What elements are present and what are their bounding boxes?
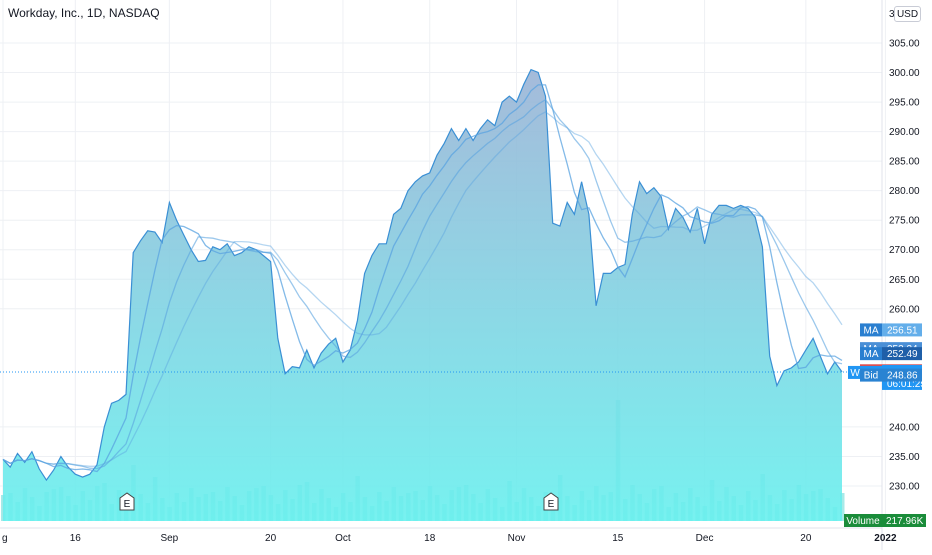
earnings-marker: E: [543, 492, 559, 511]
time-tick-label: 15: [612, 533, 624, 544]
time-tick-label: 18: [424, 533, 436, 544]
price-axis[interactable]: 305.00 300.00 295.00 290.00 285.00 280.00 275.…: [881, 0, 920, 550]
price-area-fill: [3, 69, 842, 521]
bid-tag-value-bg: [882, 368, 922, 382]
volume-tag-value: 217.96K: [886, 516, 924, 527]
price-tick-label: 230.00: [889, 482, 920, 493]
last-price-tag-countdown: 06:01:25: [887, 379, 926, 390]
price-tick-label: 265.00: [889, 275, 920, 286]
time-tick-label: 20: [800, 533, 812, 544]
price-tick-label: 260.00: [889, 304, 920, 315]
price-tick-label: 300.00: [889, 68, 920, 79]
price-tick-label-partial: 3: [889, 9, 895, 20]
price-tick-label: 240.00: [889, 422, 920, 433]
bid-tag: Bid 248.86: [860, 368, 922, 382]
time-tick-label: 16: [70, 533, 82, 544]
price-tick-label: 270.00: [889, 245, 920, 256]
price-tick-label: 295.00: [889, 98, 920, 109]
price-tick-label: 275.00: [889, 216, 920, 227]
ma-tag-1: MA 256.51: [860, 323, 922, 337]
ma-tag-3-value-bg: [882, 347, 922, 361]
volume-tag-label-bg: [844, 514, 882, 527]
volume-tag-value-bg: [882, 514, 926, 527]
ma-tag-1-label-bg: [860, 323, 882, 337]
volume-bar: [840, 493, 845, 521]
time-tick-label: Nov: [508, 533, 526, 544]
earnings-marker-shape: [543, 492, 559, 511]
ma-tag-1-label: MA: [864, 325, 879, 336]
ma-tag-1-value: 256.51: [887, 325, 918, 336]
volume-tag-label: Volume: [846, 516, 880, 527]
bid-tag-label: Bid: [864, 371, 878, 382]
ma-line: [2, 111, 843, 467]
price-area: [2, 68, 843, 521]
earnings-marker-label: E: [548, 499, 555, 510]
chart-title: Workday, Inc., 1D, NASDAQ: [8, 6, 160, 20]
price-tick-label: 285.00: [889, 157, 920, 168]
earnings-marker-label: E: [124, 499, 131, 510]
earnings-marker: E: [119, 492, 135, 511]
bid-tag-label-bg: [860, 368, 882, 382]
time-tick-label: 20: [265, 533, 277, 544]
price-tags: MA256.51MA253.34MA252.49Ask249.59WDAY249…: [844, 323, 926, 527]
time-axis[interactable]: g16Sep20Oct18Nov15Dec20202214: [0, 527, 932, 544]
price-tick-label: 290.00: [889, 127, 920, 138]
ma-tag-1-value-bg: [882, 323, 922, 337]
price-tick-label: 235.00: [889, 452, 920, 463]
moving-average-lines: [2, 84, 843, 473]
price-tick-label: 280.00: [889, 186, 920, 197]
time-tick-label: 2022: [874, 533, 897, 544]
ma-tag-3-label-bg: [860, 347, 882, 361]
ma-tag-3: MA 252.49: [860, 347, 922, 361]
time-tick-label: g: [2, 533, 8, 544]
time-tick-label: Oct: [335, 533, 351, 544]
currency-button[interactable]: USD: [894, 6, 921, 22]
ma-line: [2, 98, 843, 470]
price-line: [2, 68, 843, 482]
volume-tag: Volume 217.96K: [844, 514, 926, 527]
ma-tag-3-label: MA: [864, 349, 879, 360]
time-tick-label: Dec: [696, 533, 714, 544]
earnings-marker-shape: [119, 492, 135, 511]
price-tick-label: 305.00: [889, 39, 920, 50]
time-tick-label: Sep: [160, 533, 178, 544]
bid-tag-value: 248.86: [887, 371, 918, 382]
ma-line: [2, 84, 843, 473]
ma-tag-3-value: 252.49: [887, 349, 918, 360]
